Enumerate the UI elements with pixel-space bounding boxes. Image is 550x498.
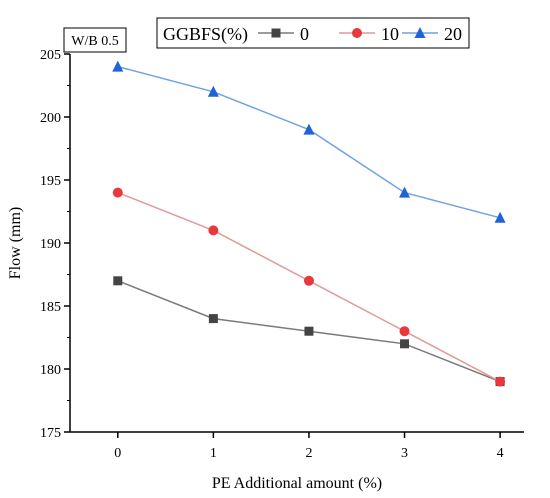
legend-marker-20 (414, 27, 426, 38)
y-tick-label: 180 (40, 363, 61, 378)
series-layer (112, 60, 506, 387)
series-0 (113, 276, 505, 387)
wb-annotation-text: W/B 0.5 (71, 34, 118, 49)
data-point-10 (399, 326, 410, 337)
wb-annotation: W/B 0.5 (63, 27, 127, 53)
wb-annotation-box (63, 27, 127, 53)
legend-label-10: 10 (381, 24, 399, 44)
legend-title: GGBFS(%) (163, 24, 248, 45)
data-point-10 (495, 376, 506, 387)
y-tick-label: 185 (40, 300, 61, 315)
data-point-0 (208, 314, 218, 324)
legend-label-0: 0 (300, 24, 309, 44)
data-point-0 (113, 276, 123, 286)
legend: GGBFS(%) 0 10 20 (156, 17, 470, 49)
legend-items: 0 10 20 (258, 24, 462, 44)
legend-marker-0 (271, 28, 281, 38)
x-tick-label: 2 (305, 446, 312, 461)
y-tick-label: 205 (40, 48, 61, 63)
y-ticks: 175 180 185 190 195 200 205 (40, 48, 70, 441)
x-tick-label: 3 (401, 446, 408, 461)
data-point-20 (494, 211, 506, 223)
legend-marker-10 (352, 28, 362, 38)
axes (69, 54, 524, 433)
data-point-20 (112, 60, 124, 72)
x-tick-label: 1 (210, 446, 217, 461)
data-point-0 (400, 339, 410, 349)
data-point-0 (304, 326, 314, 336)
x-ticks: 0 1 2 3 4 (114, 432, 504, 461)
series-line-20 (117, 65, 501, 219)
y-tick-label: 200 (40, 111, 61, 126)
data-point-10 (208, 225, 219, 236)
data-point-10 (112, 187, 123, 198)
y-tick-label: 175 (40, 426, 61, 441)
x-axis-title: PE Additional amount (%) (212, 475, 382, 492)
x-tick-label: 0 (114, 446, 121, 461)
data-point-20 (207, 85, 219, 97)
legend-label-20: 20 (444, 24, 462, 44)
data-point-20 (399, 186, 411, 198)
data-point-20 (303, 123, 315, 135)
series-10 (112, 187, 506, 387)
y-tick-label: 195 (40, 174, 61, 189)
y-tick-label: 190 (40, 237, 61, 252)
y-axis-title: Flow (mm) (7, 207, 24, 279)
series-line-10 (117, 191, 501, 383)
data-point-10 (303, 275, 314, 286)
x-tick-label: 4 (497, 446, 504, 461)
series-20 (112, 60, 506, 223)
